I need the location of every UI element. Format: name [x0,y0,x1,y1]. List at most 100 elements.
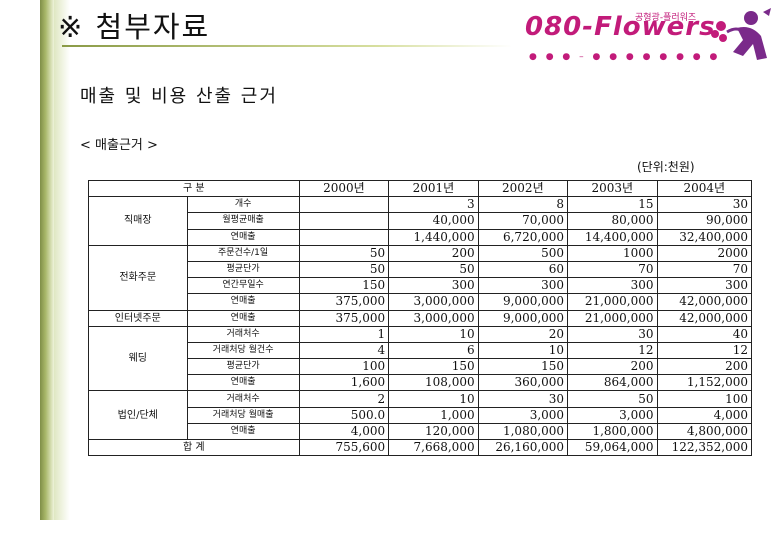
item-cell: 주문건수/1일 [186,244,300,262]
table-total-row: 합 계 755,600 7,668,000 26,160,000 59,064,000 1… [88,438,753,457]
value-cell: 150 [298,277,390,295]
value-cell: 300 [567,277,658,295]
value-cell: 10 [388,390,479,408]
value-cell: 42,000,000 [656,309,753,327]
value-cell: 1000 [567,244,658,262]
value-cell [298,196,390,214]
item-cell: 연매출 [186,228,300,246]
value-cell: 2 [298,390,390,408]
value-cell: 6,720,000 [477,228,569,246]
value-cell: 3,000,000 [388,293,479,311]
header-year: 2003년 [567,179,658,198]
value-cell: 32,400,000 [656,228,753,246]
table-row: 연매출 4,000 120,000 1,080,000 1,800,000 4,800,0… [89,422,753,441]
item-cell: 거래처당 월매출 [186,406,300,424]
flower-person-icon [711,8,771,60]
unit-note: (단위:천원) [637,160,695,174]
value-cell [298,228,390,246]
value-cell: 12 [656,341,753,360]
item-cell: 평균단가 [186,260,300,279]
value-cell: 108,000 [388,374,479,392]
logo-text: 080-Flowers [525,12,716,42]
value-cell: 70,000 [477,212,569,230]
value-cell: 100 [298,358,390,376]
value-cell: 1,600 [298,374,390,392]
header-year: 2004년 [656,179,753,198]
item-cell: 연매출 [186,309,300,327]
page-title: ※ 첨부자료 [58,10,211,44]
value-cell: 21,000,000 [567,293,658,311]
value-cell: 20 [477,325,569,343]
value-cell: 300 [656,277,753,295]
value-cell: 40 [656,325,753,343]
value-cell: 70 [656,260,753,279]
value-cell: 375,000 [298,309,390,327]
table-row: 직매장 개수 3 8 15 30 [88,196,753,246]
value-cell: 50 [567,390,658,408]
value-cell: 864,000 [567,374,658,392]
table-row: 연매출 1,440,000 6,720,000 14,400,000 32,400,00… [89,228,753,246]
category-cell: 웨딩 [88,325,188,392]
value-cell: 1,440,000 [388,228,479,246]
title-underline [62,45,512,47]
header-year: 2001년 [388,179,479,198]
table-row: 거래처당 월건수 4 6 10 12 12 [89,341,753,360]
item-cell: 거래처당 월건수 [186,341,300,360]
value-cell: 10 [477,341,569,360]
value-cell: 50 [388,260,479,279]
value-cell: 1 [298,325,390,343]
total-value: 59,064,000 [567,438,658,457]
table-row: 평균단가 50 50 60 70 70 [89,260,753,279]
value-cell: 60 [477,260,569,279]
item-cell: 연간무일수 [186,277,300,295]
value-cell: 30 [656,196,753,214]
total-value: 26,160,000 [477,438,569,457]
sales-basis-table: 구 분 2000년 2001년 2002년 2003년 2004년 직매장 개수 3 8 15 30 월… [88,179,753,457]
company-logo: 080-Flowers 공형광-플러워즈 ● ● ● – ● ● ● ● ● ●… [525,6,775,70]
value-cell: 9,000,000 [477,293,569,311]
table-header-row: 구 분 2000년 2001년 2002년 2003년 2004년 [88,179,753,198]
value-cell: 4,800,000 [656,422,753,441]
value-cell: 200 [567,358,658,376]
value-cell: 9,000,000 [477,309,569,327]
value-cell: 375,000 [298,293,390,311]
page-subtitle: 매출 및 비용 산출 근거 [80,86,278,107]
table-row: 인터넷주문 연매출 375,000 3,000,000 9,000,000 21,000,… [88,309,753,327]
value-cell: 90,000 [656,212,753,230]
value-cell: 30 [567,325,658,343]
logo-dots: ● ● ● – ● ● ● ● ● ● ● ● [529,52,721,62]
item-cell: 월평균매출 [186,212,300,230]
table-row: 웨딩 거래처수 1 10 20 30 40 [88,325,753,392]
value-cell: 100 [656,390,753,408]
table-row: 평균단가 100 150 150 200 200 [89,358,753,376]
table-row: 월평균매출 40,000 70,000 80,000 90,000 [89,212,753,230]
item-cell: 개수 [186,196,300,214]
value-cell: 8 [477,196,569,214]
table-row: 전화주문 주문건수/1일 50 200 500 1000 2000 [88,244,753,311]
value-cell: 50 [298,244,390,262]
value-cell: 4 [298,341,390,360]
item-cell: 평균단가 [186,358,300,376]
value-cell: 21,000,000 [567,309,658,327]
value-cell: 80,000 [567,212,658,230]
value-cell: 50 [298,260,390,279]
header-year: 2000년 [298,179,390,198]
value-cell: 1,080,000 [477,422,569,441]
value-cell: 500.0 [298,406,390,424]
category-cell: 법인/단체 [88,390,188,440]
item-cell: 연매출 [186,293,300,311]
category-cell: 직매장 [88,196,188,246]
value-cell: 200 [656,358,753,376]
value-cell: 500 [477,244,569,262]
total-label: 합 계 [88,438,300,457]
table-row: 연매출 375,000 3,000,000 9,000,000 21,000,000 42… [89,293,753,311]
value-cell: 1,152,000 [656,374,753,392]
value-cell: 4,000 [298,422,390,441]
value-cell: 70 [567,260,658,279]
value-cell: 3,000,000 [388,309,479,327]
value-cell: 300 [477,277,569,295]
value-cell: 300 [388,277,479,295]
value-cell: 1,000 [388,406,479,424]
table-row: 연간무일수 150 300 300 300 300 [89,277,753,295]
logo-tagline: 공형광-플러워즈 [635,13,697,23]
